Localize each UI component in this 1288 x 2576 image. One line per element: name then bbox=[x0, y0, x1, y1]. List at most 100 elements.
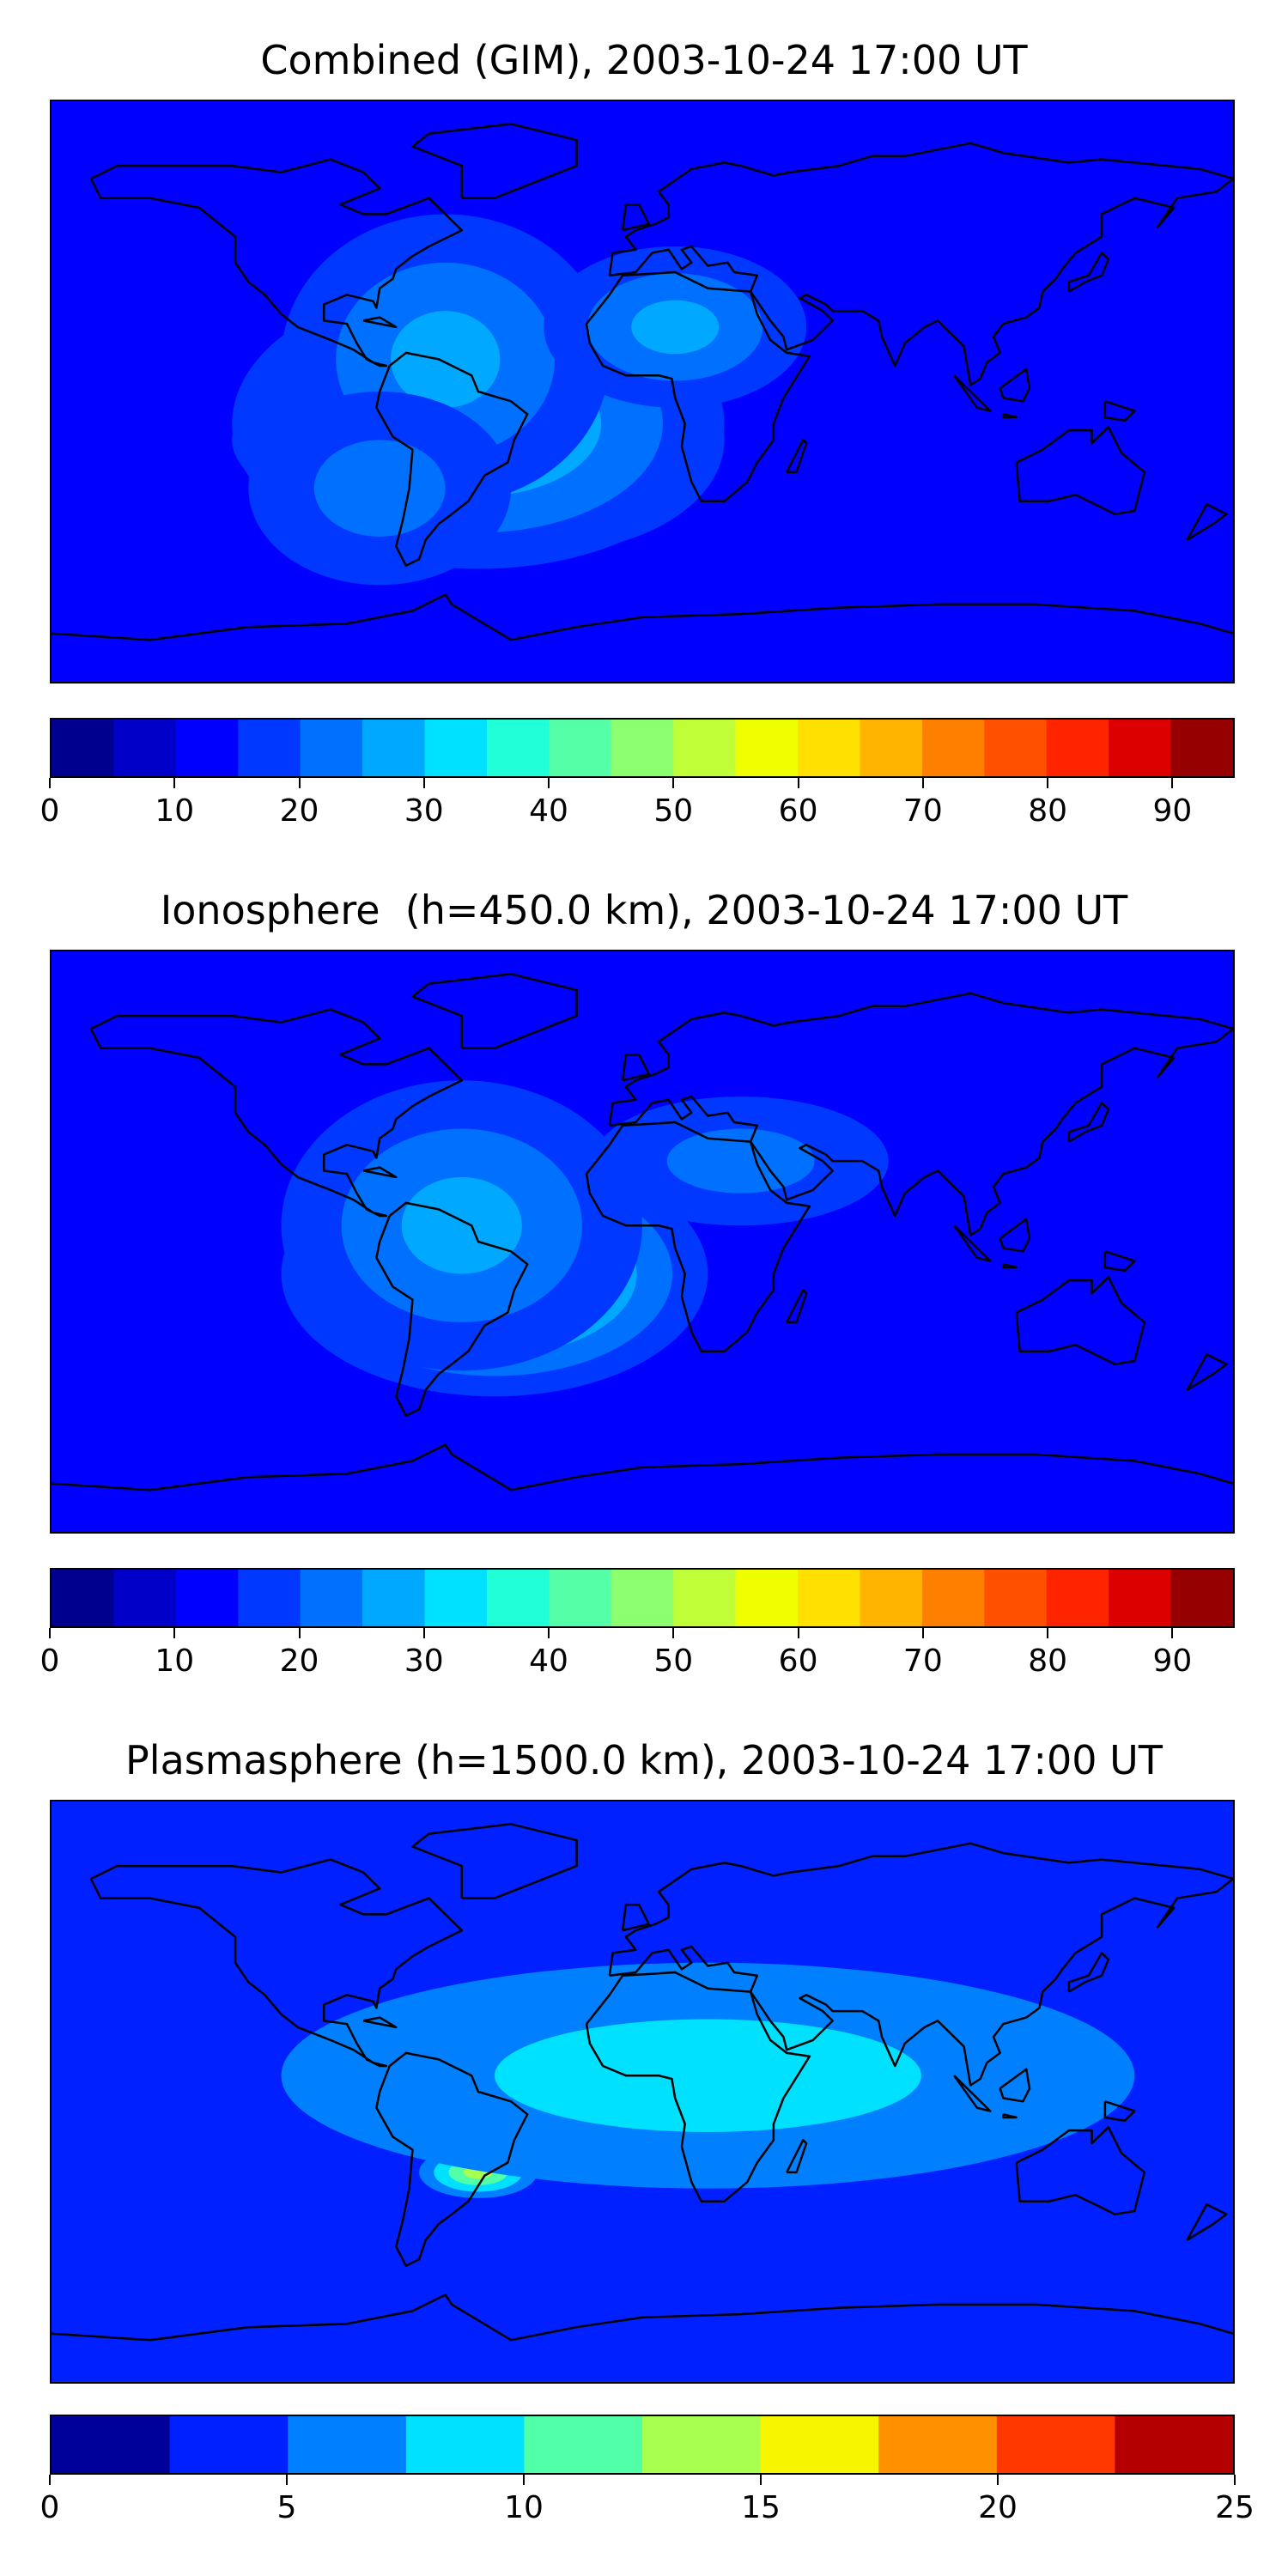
colorbar-tick bbox=[1171, 778, 1174, 788]
colorbar-tick bbox=[1047, 1628, 1049, 1638]
colorbar-tick-label: 20 bbox=[279, 793, 319, 829]
colorbar-tick-label: 10 bbox=[155, 793, 195, 829]
coastline bbox=[52, 2293, 1233, 2342]
coastline bbox=[411, 123, 578, 199]
colorbar-tick-label: 0 bbox=[39, 793, 60, 829]
coastline bbox=[621, 203, 650, 232]
colorbar-tick-label: 70 bbox=[902, 793, 943, 829]
colorbar-tick-label: 0 bbox=[39, 1643, 60, 1679]
colorbar-swatch bbox=[52, 720, 115, 776]
map-combined bbox=[50, 100, 1235, 683]
colorbar-tick-label: 90 bbox=[1152, 793, 1193, 829]
colorbar-swatch bbox=[1046, 720, 1109, 776]
colorbar-ticks: 0 5 10 15 20 25 bbox=[40, 2475, 1255, 2526]
coastline bbox=[1002, 2113, 1018, 2119]
colorbar-swatch bbox=[1170, 1570, 1233, 1626]
colorbar-tick-label: 10 bbox=[504, 2490, 544, 2525]
coastline bbox=[999, 2068, 1031, 2103]
colorbar-swatch bbox=[300, 1570, 363, 1626]
map-plasmasphere bbox=[50, 1800, 1235, 2384]
colorbar-swatch bbox=[760, 2416, 879, 2473]
coastline bbox=[1015, 2126, 1146, 2215]
coastline bbox=[1103, 2100, 1136, 2123]
colorbar-tick bbox=[1234, 2475, 1236, 2485]
coastline bbox=[585, 270, 811, 502]
coastline bbox=[1186, 503, 1228, 541]
colorbar-swatch bbox=[642, 2416, 762, 2473]
coastline bbox=[786, 439, 808, 474]
colorbar-swatch bbox=[996, 2416, 1115, 2473]
chart-title: Ionosphere (h=450.0 km), 2003-10-24 17:0… bbox=[160, 887, 1128, 933]
colorbar bbox=[50, 2415, 1235, 2475]
coastline bbox=[52, 1443, 1233, 1492]
contour-level bbox=[666, 1128, 815, 1194]
colorbar-tick bbox=[173, 1628, 176, 1638]
colorbar-tick bbox=[298, 778, 301, 788]
colorbar-swatch bbox=[921, 1570, 985, 1626]
contour-level bbox=[390, 311, 501, 408]
colorbar-tick-label: 20 bbox=[279, 1643, 319, 1679]
colorbar-swatch bbox=[611, 720, 674, 776]
colorbar-swatch bbox=[878, 2416, 998, 2473]
colorbar-swatch bbox=[1170, 720, 1233, 776]
colorbar-swatch bbox=[362, 1570, 426, 1626]
coastline bbox=[1103, 400, 1136, 422]
coastline bbox=[411, 1823, 578, 1899]
coastline bbox=[89, 158, 464, 368]
colorbar-tick bbox=[1171, 1628, 1174, 1638]
coastline bbox=[621, 1903, 650, 1932]
colorbar-tick-label: 25 bbox=[1215, 2490, 1255, 2525]
colorbar-swatch bbox=[238, 720, 301, 776]
coastline bbox=[362, 2016, 398, 2029]
colorbar-tick-label: 50 bbox=[653, 1643, 694, 1679]
colorbar-swatch bbox=[424, 720, 488, 776]
contour-level bbox=[313, 440, 446, 537]
colorbar-swatch bbox=[524, 2416, 643, 2473]
colorbar bbox=[50, 718, 1235, 778]
colorbar-swatch bbox=[673, 1570, 737, 1626]
coastline bbox=[1186, 2203, 1228, 2241]
coastline bbox=[411, 973, 578, 1049]
coastline bbox=[585, 1971, 811, 2202]
coastlines bbox=[52, 123, 1233, 641]
coastline bbox=[375, 1201, 529, 1418]
colorbar-swatch bbox=[1109, 1570, 1172, 1626]
colorbar-swatch bbox=[486, 1570, 550, 1626]
colorbar-tick bbox=[797, 778, 799, 788]
chart-title: Combined (GIM), 2003-10-24 17:00 UT bbox=[260, 37, 1028, 83]
coastline bbox=[1015, 426, 1146, 515]
colorbar-tick-label: 10 bbox=[155, 1643, 195, 1679]
colorbar-tick bbox=[997, 2475, 999, 2485]
colorbar-tick bbox=[672, 778, 675, 788]
colorbar-tick-label: 0 bbox=[39, 2490, 60, 2525]
colorbar-swatch bbox=[169, 2416, 289, 2473]
colorbar-tick bbox=[921, 1628, 924, 1638]
coastline bbox=[953, 374, 992, 412]
colorbar-swatch bbox=[424, 1570, 488, 1626]
coastline bbox=[953, 1224, 992, 1262]
colorbar-tick bbox=[173, 778, 176, 788]
colorbar-tick-label: 20 bbox=[978, 2490, 1018, 2525]
colorbar-swatch bbox=[113, 1570, 177, 1626]
colorbar-tick bbox=[49, 2475, 51, 2485]
colorbar-swatch bbox=[798, 720, 861, 776]
colorbar-tick bbox=[760, 2475, 762, 2485]
coastlines bbox=[52, 973, 1233, 1492]
colorbar-swatch bbox=[362, 720, 426, 776]
coastline bbox=[1067, 1952, 1110, 1993]
colorbar-ticks: 0 10 20 30 40 50 60 70 80 90 bbox=[40, 1628, 1235, 1680]
coastline bbox=[362, 316, 398, 329]
colorbar-swatches bbox=[52, 2416, 1233, 2473]
colorbar-tick bbox=[672, 1628, 675, 1638]
coastline bbox=[52, 593, 1233, 641]
colorbar-tick bbox=[548, 778, 550, 788]
colorbar-tick bbox=[523, 2475, 525, 2485]
colorbar-tick bbox=[548, 1628, 550, 1638]
colorbar-swatch bbox=[798, 1570, 861, 1626]
colorbar-tick bbox=[298, 1628, 301, 1638]
coastline bbox=[362, 1166, 398, 1179]
colorbar-tick-label: 80 bbox=[1028, 793, 1067, 829]
colorbar-swatch bbox=[984, 1570, 1048, 1626]
colorbar-tick-label: 30 bbox=[404, 793, 444, 829]
map-ionosphere bbox=[50, 950, 1235, 1534]
